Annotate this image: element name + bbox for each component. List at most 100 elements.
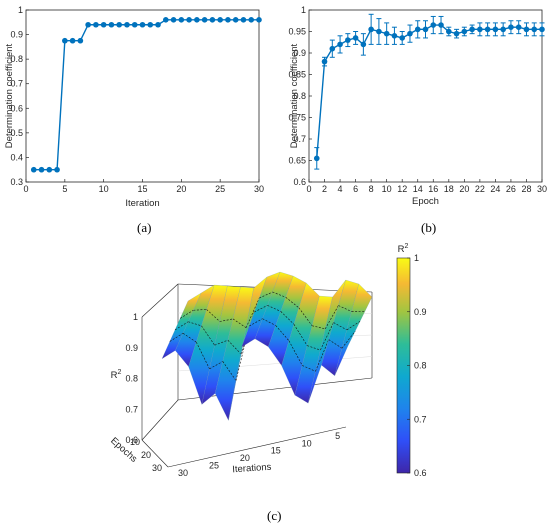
x-tick-label: 0 [306,184,311,194]
data-point [100,21,107,28]
x-tick-label: 2 [322,184,327,194]
data-point [414,26,421,33]
x-tick-label: 26 [506,184,516,194]
chart-c-zlabel: R2 [111,369,122,381]
iteration-tick-label: 30 [178,468,188,478]
contour-line [285,296,300,308]
axis-box-edge [141,283,179,318]
data-point [147,21,154,28]
contour-line [182,333,197,343]
data-point [62,37,68,44]
x-tick-label: 25 [215,184,225,194]
data-point [69,37,76,44]
chart-c-xlabel: Iterations [232,462,272,476]
contour-line [341,331,356,349]
data-point [446,28,452,35]
x-tick-label: 22 [475,184,485,194]
y-tick-label: 0.9 [293,48,306,58]
data-point [337,41,343,48]
y-tick-label: 1 [301,5,306,15]
data-point [131,21,138,28]
contour-line [328,339,343,349]
data-point [232,17,239,23]
chart-a-ylabel: Determination coefficient [4,43,15,148]
contour-line [262,318,276,326]
x-tick-label: 8 [369,184,374,194]
epoch-tick-label: 10 [130,437,140,447]
contour-line [180,309,194,319]
axis-box-edge [167,426,347,468]
y-tick-label: 0.6 [10,103,23,113]
panel-label-b: (b) [421,220,436,235]
x-tick-label: 16 [428,184,438,194]
y-tick-label: 0.85 [288,70,306,80]
epoch-tick-label: 30 [152,463,162,473]
data-point [376,28,382,35]
data-point [139,21,146,28]
data-point [500,26,506,33]
x-tick-label: 30 [254,184,264,194]
data-point [38,166,45,173]
colorbar-title: R2 [398,243,409,255]
data-point [256,17,262,23]
y-tick-label: 0.5 [10,128,23,138]
x-tick-label: 20 [459,184,469,194]
x-tick-label: 5 [62,184,67,194]
data-point [77,37,84,44]
data-point [163,17,169,23]
data-point [345,37,351,43]
contour-line [333,322,347,331]
colorbar-tick-label: 0.6 [414,468,427,478]
contour-line [219,318,234,322]
contour-line [338,305,352,312]
contour-line [298,307,313,326]
x-tick-label: 12 [397,184,407,194]
y-tick-label: 0.7 [293,134,306,144]
data-point [368,26,374,33]
data-point [477,26,483,33]
data-point [54,166,60,173]
panel-label-c: (c) [267,508,281,523]
data-point [93,21,99,28]
y-tick-label: 0.3 [10,177,23,187]
contour-line [320,322,334,351]
data-point [407,30,413,37]
data-point [430,22,437,28]
contour-line [222,361,237,381]
z-tick-label: 0.7 [125,404,138,414]
data-point [178,17,185,23]
contour-line [201,325,215,346]
data-point [313,155,320,162]
iteration-tick-label: 20 [240,453,250,463]
data-point [422,26,429,33]
data-point [453,30,460,37]
y-tick-label: 0.95 [288,27,306,37]
x-tick-label: 14 [413,184,423,194]
data-point [321,58,328,65]
contour-line [293,324,308,346]
y-tick-label: 1 [18,5,23,15]
data-point [46,166,53,173]
chart-b-xlabel: Epoch [412,196,439,207]
contour-line [196,341,210,369]
y-tick-label: 0.8 [10,54,23,64]
data-point [108,21,115,28]
data-point [85,21,91,28]
contour-line [267,305,281,312]
x-tick-label: 10 [99,184,109,194]
x-tick-label: 18 [444,184,454,194]
chart-a: 0 5 10 15 20 25 30 0.3 0.4 0.5 0.6 0.7 0.8 0.9 1 Itera… [4,5,264,235]
x-tick-label: 20 [176,184,186,194]
data-point [399,35,406,41]
contour-line [288,340,303,366]
data-point [30,166,37,173]
data-point [515,24,522,31]
data-point [383,30,390,37]
data-point [461,28,468,35]
data-point [124,21,130,28]
x-tick-label: 4 [338,184,343,194]
epoch-tick-label: 20 [141,450,151,460]
chart-b-ylabel: Determination coefficient [289,43,300,148]
